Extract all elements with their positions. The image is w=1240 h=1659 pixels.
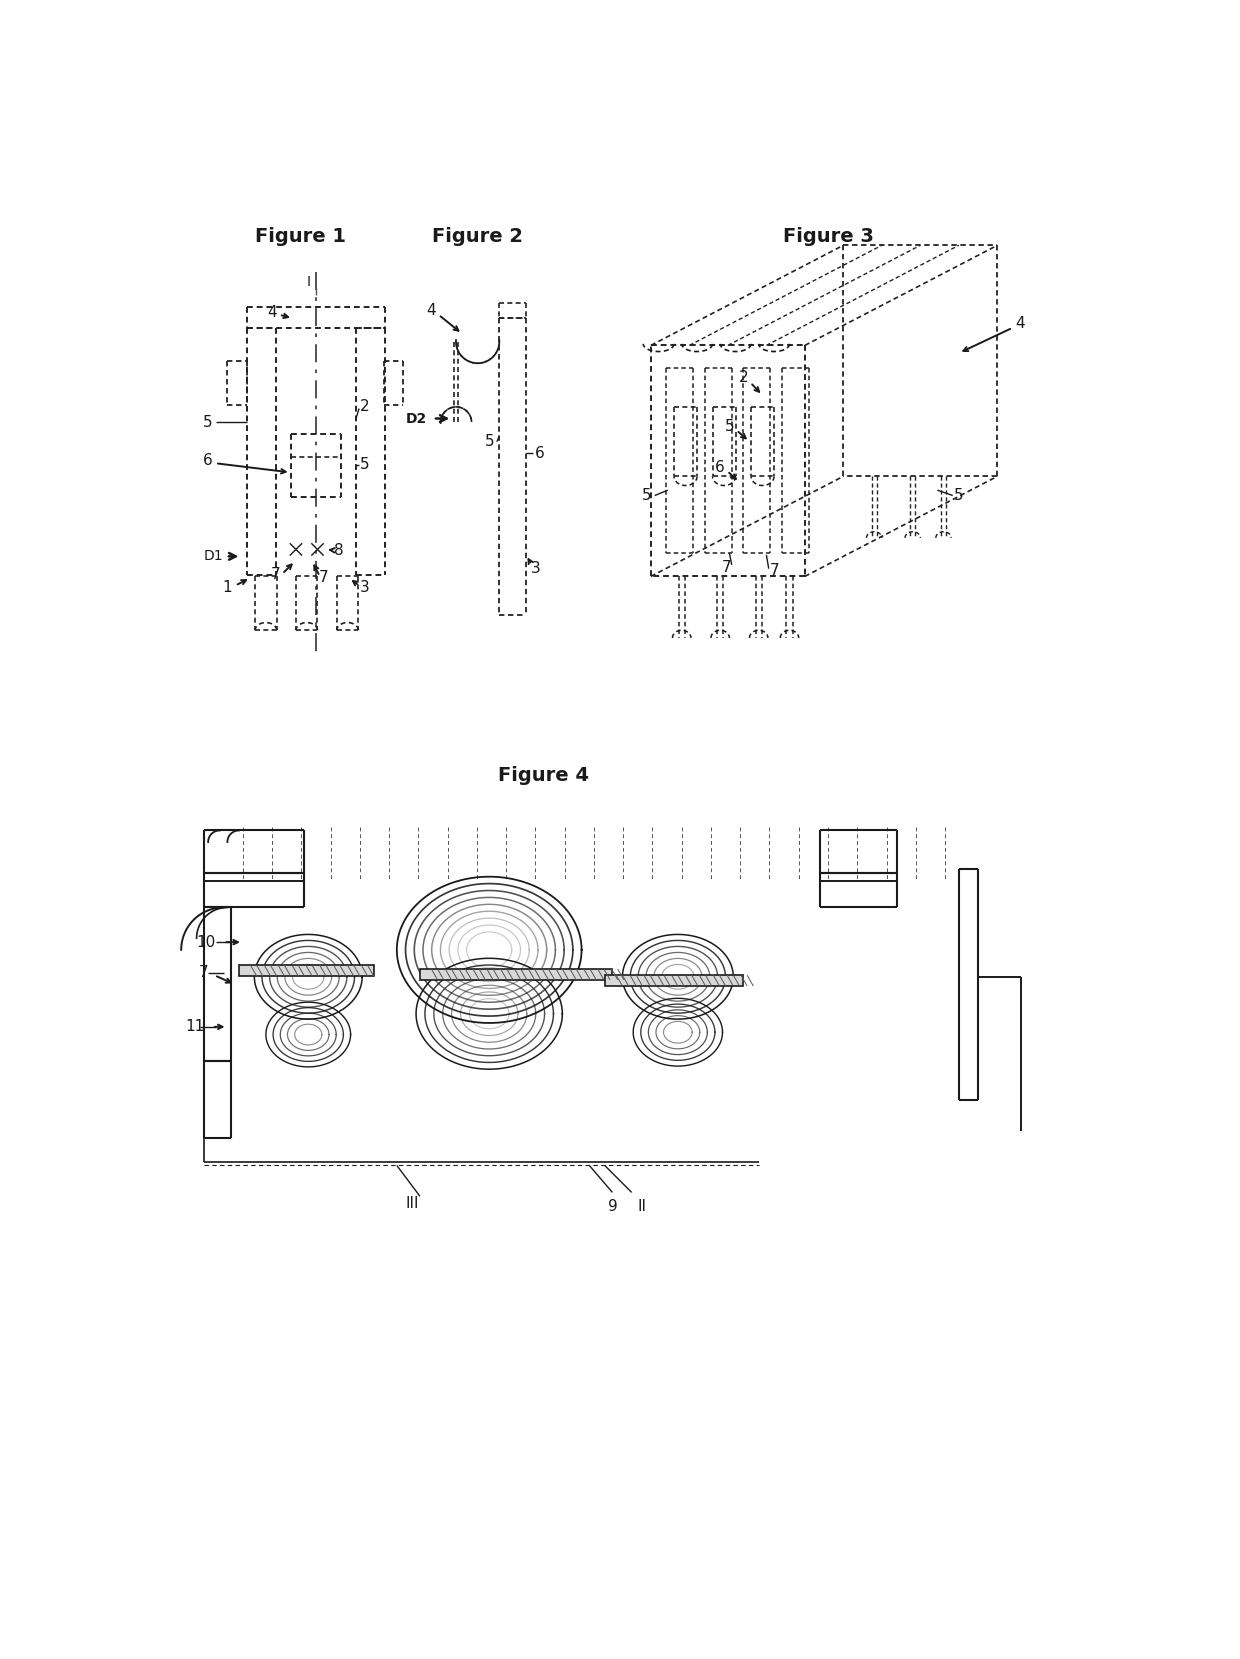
- Text: Figure 1: Figure 1: [255, 227, 346, 246]
- Bar: [420, 969, 613, 980]
- Bar: [239, 966, 373, 975]
- Text: 11: 11: [185, 1019, 205, 1034]
- Text: 7: 7: [319, 571, 329, 586]
- Text: III: III: [405, 1196, 419, 1211]
- Text: 10: 10: [197, 934, 216, 949]
- Text: 5: 5: [724, 418, 734, 433]
- Text: D2: D2: [405, 411, 427, 425]
- Text: 6: 6: [534, 446, 544, 461]
- Text: 3: 3: [531, 561, 541, 576]
- Text: 4: 4: [268, 305, 277, 320]
- Text: 9: 9: [608, 1199, 618, 1214]
- Text: 5: 5: [954, 488, 963, 503]
- Text: 7: 7: [270, 567, 280, 582]
- Text: 4: 4: [427, 304, 436, 319]
- Text: 7: 7: [722, 559, 732, 574]
- Text: 2: 2: [739, 370, 748, 385]
- Text: 5: 5: [485, 435, 494, 450]
- Text: 8: 8: [335, 544, 343, 559]
- Text: Figure 2: Figure 2: [433, 227, 523, 246]
- Text: 3: 3: [360, 581, 370, 596]
- Text: 5: 5: [203, 415, 213, 430]
- Text: I: I: [306, 275, 310, 289]
- Text: Figure 3: Figure 3: [782, 227, 873, 246]
- Text: 5: 5: [642, 488, 652, 503]
- Text: D1: D1: [203, 549, 223, 564]
- Text: 2: 2: [360, 400, 370, 415]
- Text: 1: 1: [223, 581, 232, 596]
- Text: Figure 4: Figure 4: [497, 765, 589, 785]
- Text: 7: 7: [198, 966, 208, 980]
- Bar: [605, 975, 743, 985]
- Text: 6: 6: [715, 460, 725, 474]
- Text: 6: 6: [203, 453, 213, 468]
- Text: 7: 7: [769, 564, 779, 579]
- Text: 4: 4: [1016, 317, 1025, 332]
- Text: 5: 5: [360, 458, 370, 473]
- Text: II: II: [637, 1199, 646, 1214]
